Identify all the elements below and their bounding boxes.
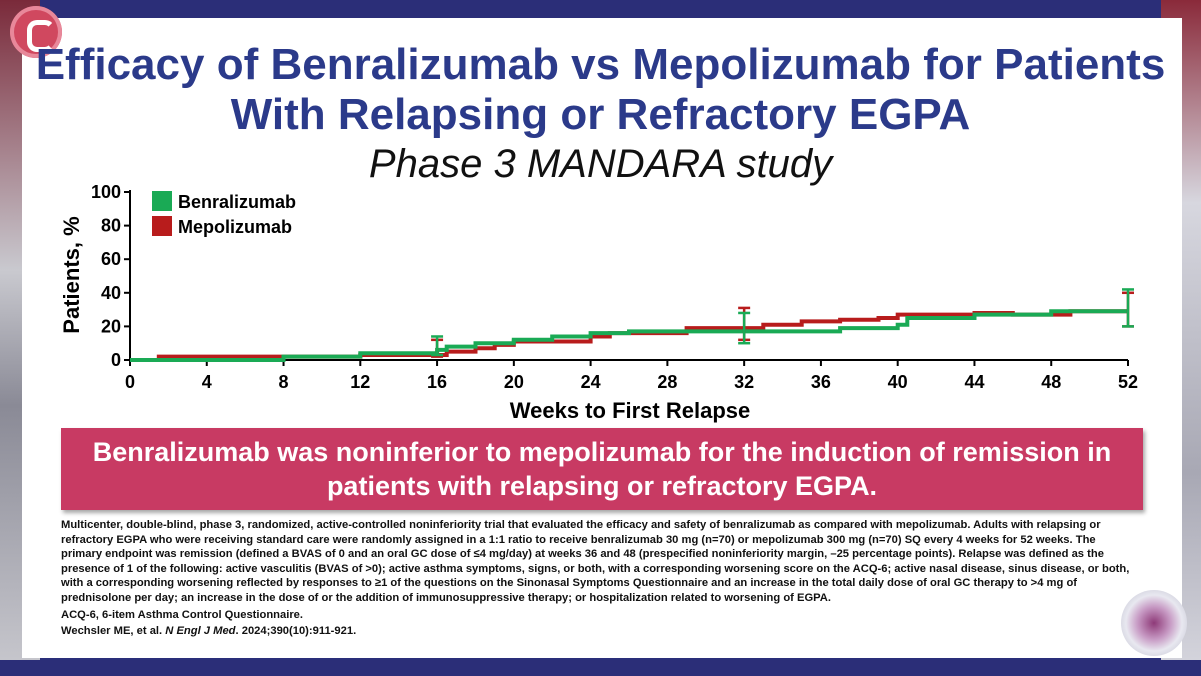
page-subtitle: Phase 3 MANDARA study — [368, 142, 833, 186]
logo-icon — [10, 6, 62, 58]
x-tick-label: 0 — [125, 372, 135, 392]
x-tick-label: 16 — [427, 372, 447, 392]
citation-journal: N Engl J Med — [165, 625, 236, 638]
y-tick-label: 60 — [101, 249, 121, 269]
x-tick-label: 36 — [811, 372, 831, 392]
bottom-band — [0, 660, 1201, 676]
y-tick-label: 20 — [101, 316, 121, 336]
x-tick-label: 4 — [202, 372, 212, 392]
error-bar-benralizumab — [1122, 288, 1134, 328]
x-tick-label: 44 — [964, 372, 984, 392]
y-tick-label: 100 — [91, 182, 121, 202]
y-axis-label: Patients, % — [59, 216, 84, 333]
legend-swatch-benralizumab — [152, 191, 172, 211]
citation: Wechsler ME, et al. N Engl J Med. 2024;3… — [61, 624, 1136, 639]
x-axis-label: Weeks to First Relapse — [510, 398, 750, 423]
footnote: Multicenter, double-blind, phase 3, rand… — [61, 518, 1136, 639]
x-tick-label: 8 — [279, 372, 289, 392]
x-tick-label: 24 — [581, 372, 601, 392]
series-line-mepolizumab — [156, 309, 1128, 360]
x-tick-label: 12 — [350, 372, 370, 392]
legend-swatch-mepolizumab — [152, 216, 172, 236]
citation-authors: Wechsler ME, et al. — [61, 625, 163, 638]
x-tick-label: 52 — [1118, 372, 1138, 392]
logo-mark-icon — [27, 20, 55, 52]
y-tick-label: 40 — [101, 283, 121, 303]
error-bar-benralizumab — [738, 311, 751, 345]
top-band — [0, 0, 1201, 18]
citation-details: . 2024;390(10):911-921. — [235, 625, 357, 638]
series-line-benralizumab — [130, 309, 1128, 362]
cell-illustration-icon — [1121, 590, 1187, 656]
x-tick-label: 28 — [657, 372, 677, 392]
key-finding-text: Benralizumab was noninferior to mepolizu… — [92, 437, 1112, 501]
x-tick-label: 32 — [734, 372, 754, 392]
x-tick-label: 40 — [888, 372, 908, 392]
page-title: Efficacy of Benralizumab vs Mepolizumab … — [35, 40, 1166, 139]
y-tick-label: 80 — [101, 216, 121, 236]
y-tick-label: 0 — [111, 350, 121, 370]
error-bar-benralizumab — [431, 335, 444, 357]
x-tick-label: 48 — [1041, 372, 1061, 392]
legend-label-mepolizumab: Mepolizumab — [178, 217, 292, 237]
legend-label-benralizumab: Benralizumab — [178, 192, 296, 212]
study-description: Multicenter, double-blind, phase 3, rand… — [61, 519, 1130, 604]
key-finding-banner: Benralizumab was noninferior to mepolizu… — [61, 428, 1143, 510]
x-tick-label: 20 — [504, 372, 524, 392]
abbreviation-note: ACQ-6, 6-item Asthma Control Questionnai… — [61, 608, 304, 621]
